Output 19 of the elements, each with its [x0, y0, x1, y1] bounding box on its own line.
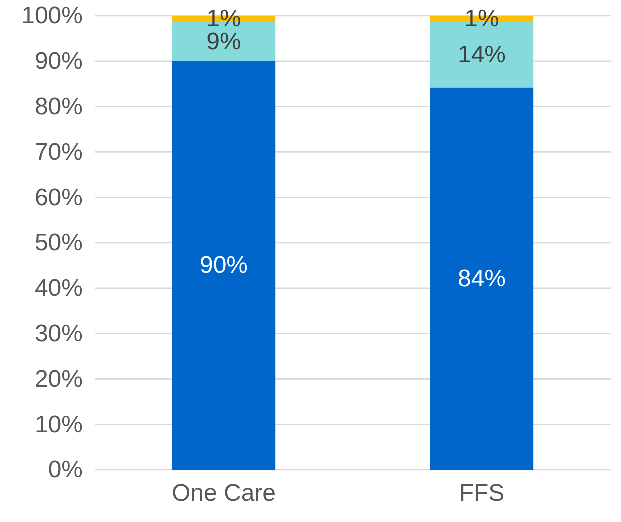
data-label: 90% [200, 252, 248, 280]
y-tick-label: 10% [34, 411, 83, 438]
data-label: 14% [458, 42, 506, 69]
y-tick-label: 20% [34, 366, 83, 393]
data-label: 9% [206, 28, 242, 56]
y-tick-label: 100% [22, 2, 83, 30]
x-tick-label: One Care [172, 480, 276, 508]
bar [430, 88, 534, 470]
y-tick-label: 80% [34, 93, 83, 120]
data-label: 84% [458, 265, 506, 292]
y-tick-label: 90% [34, 48, 83, 76]
y-tick-label: 40% [34, 275, 83, 302]
y-tick-label: 60% [34, 184, 83, 212]
y-tick-label: 30% [34, 320, 83, 348]
bar [172, 61, 276, 470]
y-tick-label: 0% [48, 456, 83, 484]
y-tick-label: 70% [34, 138, 83, 166]
x-tick-label: FFS [459, 480, 505, 508]
y-tick-label: 50% [34, 230, 83, 257]
